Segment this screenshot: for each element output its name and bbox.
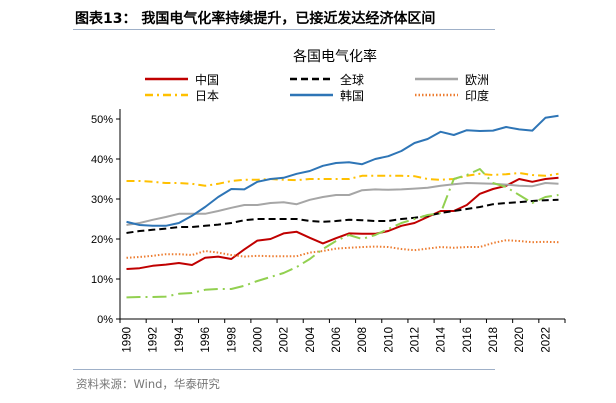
- series-line-日本: [126, 172, 559, 187]
- x-tick-label: 2002: [279, 327, 291, 353]
- axes: 0% 10% 20% 30% 40% 50% 1990 1992 1994 1996 1998 200…: [91, 109, 566, 353]
- x-tick-label: 2018: [488, 327, 500, 353]
- y-tick-label: 50%: [91, 114, 113, 126]
- x-tick-label: 1996: [200, 327, 212, 353]
- series-line-欧洲: [126, 182, 559, 226]
- x-tick-label: 2000: [252, 327, 264, 353]
- y-tick-label: 0%: [97, 314, 113, 326]
- x-tick-label: 1990: [122, 327, 134, 353]
- series-line-印度: [126, 239, 559, 259]
- legend-label: 欧洲: [465, 73, 489, 87]
- y-tick-label: 10%: [91, 274, 113, 286]
- x-tick-label: 1992: [148, 327, 160, 353]
- x-tick-label: 2010: [383, 327, 395, 353]
- x-tick-label: 1994: [174, 326, 186, 352]
- x-tick-label: 2022: [540, 327, 552, 353]
- source-divider: [73, 369, 495, 370]
- x-tick-label: 1998: [226, 327, 238, 353]
- chart-title: 各国电气化率: [293, 48, 377, 64]
- y-tick-label: 20%: [91, 234, 113, 246]
- series-line: [126, 168, 559, 299]
- legend-label: 中国: [195, 72, 219, 87]
- source-note: 资料来源：Wind，华泰研究: [76, 377, 220, 391]
- series-line-中国: [126, 176, 559, 270]
- x-tick-label: 2016: [462, 327, 474, 353]
- y-tick-label: 40%: [91, 154, 113, 166]
- x-tick-label: 2004: [305, 326, 317, 352]
- title-divider: [73, 29, 495, 30]
- y-tick-label: 30%: [91, 194, 113, 206]
- x-tick-label: 2006: [331, 327, 343, 353]
- x-tick-label: 2012: [409, 327, 421, 353]
- x-tick-label: 2014: [436, 326, 448, 352]
- legend-label: 韩国: [340, 88, 364, 103]
- series-line-全球: [126, 198, 559, 234]
- series-line-韩国: [126, 114, 559, 227]
- legend-label: 印度: [465, 88, 489, 103]
- x-tick-label: 2008: [357, 327, 369, 353]
- legend-label: 日本: [195, 89, 219, 103]
- x-tick-label: 2020: [514, 327, 526, 353]
- series-lines: [126, 114, 559, 299]
- figure-title: 图表13： 我国电气化率持续提升，已接近发达经济体区间: [75, 11, 436, 27]
- legend-label: 全球: [340, 72, 364, 87]
